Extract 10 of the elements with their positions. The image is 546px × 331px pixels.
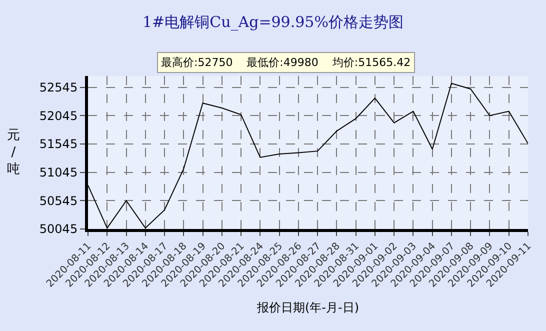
y-tick-label: 50545	[39, 194, 78, 208]
y-tick-label: 50045	[39, 222, 78, 236]
y-tick-label: 51045	[39, 166, 78, 180]
y-tick-label: 52545	[39, 80, 78, 95]
y-axis-title: 元/吨	[7, 128, 20, 177]
y-tick-label: 52045	[39, 108, 78, 123]
y-tick-label: 51545	[39, 137, 78, 152]
text: 最高价:52750 最低价:49980 均价:51565.42	[161, 56, 411, 69]
x-axis-title: 报价日期(年-月-日)	[256, 300, 360, 315]
chart-title: 1#电解铜Cu_Ag=99.95%价格走势图	[142, 13, 404, 32]
